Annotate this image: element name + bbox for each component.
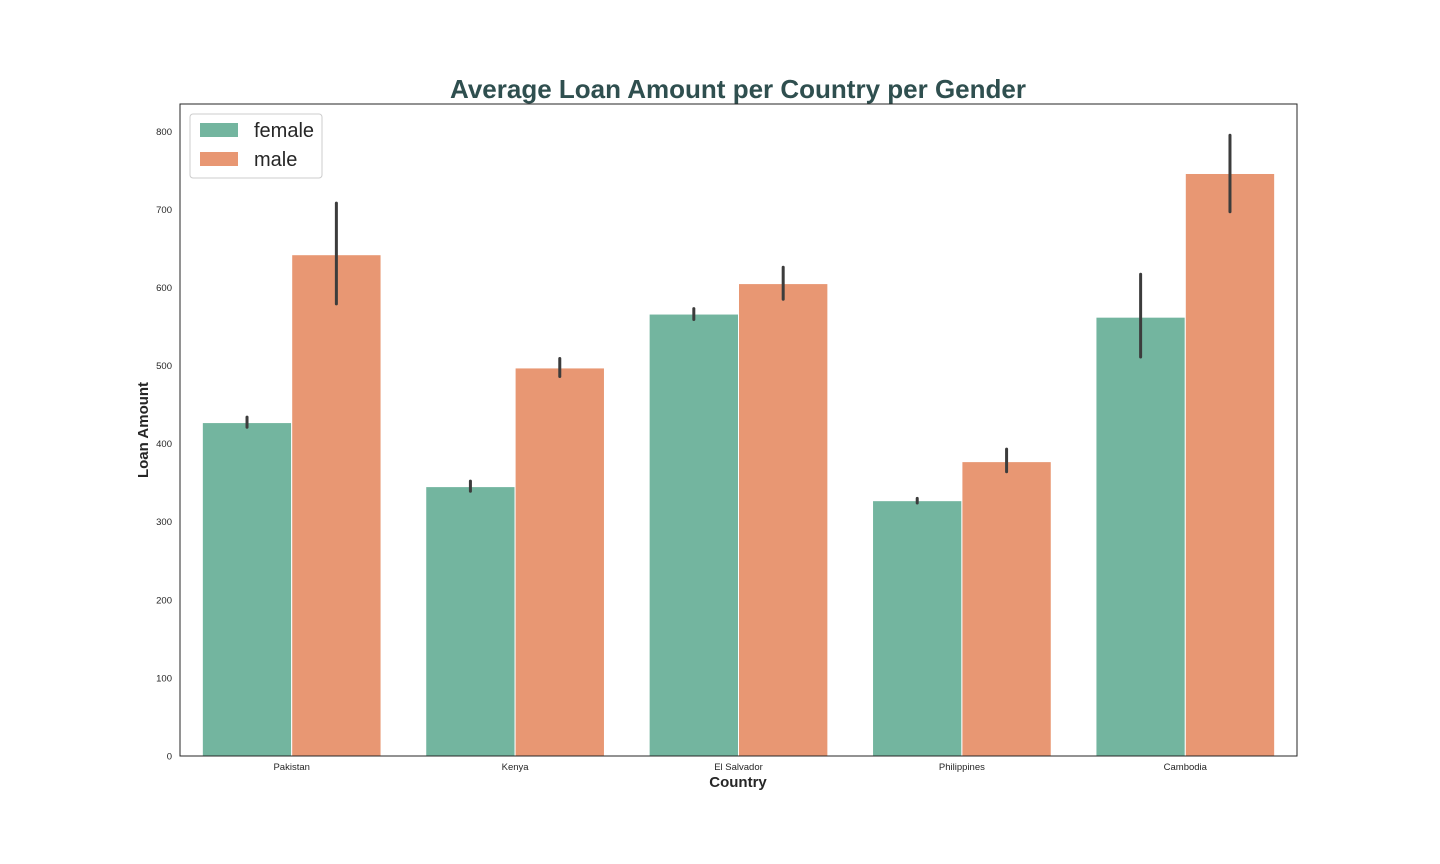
bar-male-philippines [961, 461, 1052, 757]
bar-female-philippines [872, 500, 963, 757]
bar-male-el-salvador [738, 283, 829, 757]
chart-title: Average Loan Amount per Country per Gend… [450, 74, 1026, 104]
y-tick-label: 600 [156, 283, 172, 294]
x-tick-label: Pakistan [273, 762, 309, 773]
y-tick-label: 500 [156, 361, 172, 372]
x-tick-label: Philippines [939, 762, 985, 773]
y-tick-label: 400 [156, 439, 172, 450]
y-tick-label: 100 [156, 673, 172, 684]
legend-swatch-male [200, 152, 238, 166]
y-tick-label: 700 [156, 205, 172, 216]
y-axis-label: Loan Amount [135, 382, 152, 478]
y-tick-label: 200 [156, 595, 172, 606]
legend: female male [189, 113, 323, 179]
y-tick-label: 0 [167, 752, 172, 763]
error-bars-layer [245, 133, 1232, 505]
y-axis-ticks: 0 100 200 300 400 500 600 700 800 [156, 127, 172, 763]
x-axis-ticks: Pakistan Kenya El Salvador Philippines Cambo… [273, 762, 1207, 773]
x-tick-label: El Salvador [714, 762, 763, 773]
bar-female-pakistan [201, 422, 293, 757]
plot-frame [179, 103, 1298, 757]
legend-label-male: male [254, 149, 297, 171]
bar-male-pakistan [291, 254, 382, 757]
bar-male-cambodia [1184, 172, 1276, 757]
bar-male-kenya [514, 367, 605, 757]
x-tick-label: Kenya [502, 762, 530, 773]
bar-female-cambodia [1095, 316, 1186, 757]
bars-layer [201, 172, 1276, 757]
x-axis-label: Country [709, 774, 767, 791]
y-tick-label: 800 [156, 127, 172, 138]
y-tick-label: 300 [156, 517, 172, 528]
bar-female-el-salvador [648, 313, 740, 757]
bar-female-kenya [425, 486, 516, 757]
legend-swatch-female [200, 123, 238, 137]
legend-label-female: female [254, 120, 314, 142]
x-tick-label: Cambodia [1164, 762, 1208, 773]
